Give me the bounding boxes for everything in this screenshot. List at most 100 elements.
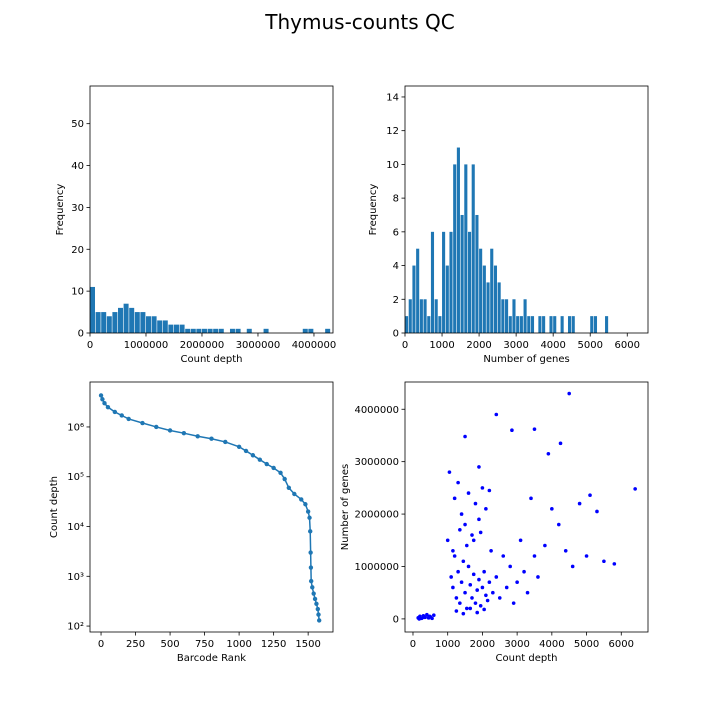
scatter-point <box>522 569 526 574</box>
y-tick-label: 50 <box>71 119 84 130</box>
point-marker <box>112 409 118 415</box>
x-tick-label: 1000 <box>435 639 460 650</box>
y-tick-label: 3000000 <box>354 457 399 468</box>
scatter-point <box>518 538 523 543</box>
scatter-point <box>501 554 506 558</box>
x-tick-label: 5000 <box>577 340 602 351</box>
y-axis-label: Number of genes <box>340 464 351 550</box>
histogram-bar <box>129 307 135 333</box>
histogram-bar <box>101 312 107 333</box>
y-tick-label: 4000000 <box>354 405 399 416</box>
scatter-point <box>525 590 530 595</box>
scatter-point <box>422 615 426 620</box>
scatter-point <box>447 470 452 474</box>
axes-frame <box>89 85 334 334</box>
point-marker <box>100 397 105 402</box>
scatter-point <box>482 569 486 574</box>
y-tick-label: 40 <box>71 161 84 172</box>
histogram-bar <box>467 231 472 333</box>
y-tick-label: 10⁴ <box>67 522 84 533</box>
histogram-bar <box>442 231 446 333</box>
histogram-bar <box>523 299 527 333</box>
scatter-point <box>532 427 537 431</box>
scatter-point <box>567 391 571 396</box>
scatter-point <box>458 527 462 532</box>
scatter-point <box>556 522 561 527</box>
scatter-point <box>461 559 466 564</box>
scatter-point <box>489 548 493 553</box>
scatter-point <box>461 611 466 616</box>
point-marker <box>264 461 269 467</box>
histogram-bar <box>482 265 486 333</box>
axes-frame <box>404 85 649 334</box>
x-tick-label: 1000 <box>429 340 454 351</box>
histogram-bar <box>185 328 191 333</box>
scatter-point <box>570 564 575 569</box>
x-tick-label: 750 <box>195 639 214 650</box>
scatter-point <box>543 543 547 548</box>
scatter-point <box>468 606 473 611</box>
scatter-point <box>470 596 474 600</box>
histogram-bar <box>145 316 151 333</box>
scatter-point <box>588 493 592 498</box>
histogram-bar <box>512 299 516 333</box>
scatter-point <box>468 583 473 587</box>
x-tick-label: 3000000 <box>236 340 281 351</box>
point-marker <box>308 565 314 570</box>
histogram-bar <box>501 299 505 333</box>
scatter-point <box>477 465 481 469</box>
point-marker <box>181 430 187 436</box>
histogram-bar <box>427 316 431 333</box>
scatter-point <box>484 593 488 598</box>
histogram-bar <box>590 316 594 333</box>
scatter-point <box>459 580 464 585</box>
x-tick-label: 4000 <box>540 340 565 351</box>
y-tick-label: 6 <box>393 227 399 238</box>
point-marker <box>243 448 249 454</box>
scatter-point <box>546 452 551 456</box>
histogram-bar <box>423 299 427 333</box>
scatter-point <box>458 601 462 605</box>
scatter-point <box>471 538 476 543</box>
histogram-bar <box>475 214 479 333</box>
scatter-point <box>510 428 514 433</box>
histogram-bar <box>430 231 435 333</box>
scatter-point <box>477 577 481 582</box>
y-tick-label: 20 <box>71 245 84 256</box>
histogram-bar <box>412 265 416 333</box>
histogram-bar <box>117 307 123 333</box>
histogram-bar <box>162 320 168 333</box>
histogram-bar <box>201 328 207 333</box>
histogram-bar <box>464 164 468 333</box>
histogram-bar <box>434 299 438 333</box>
scatter-point <box>478 603 483 608</box>
x-tick-label: 3000 <box>503 340 528 351</box>
scatter-point <box>430 616 434 621</box>
histogram-bar <box>218 328 224 333</box>
x-tick-label: 0 <box>410 639 416 650</box>
scatter-point <box>633 487 637 491</box>
y-tick-label: 1000000 <box>354 562 399 573</box>
scatter-point <box>454 596 459 600</box>
scatter-point <box>427 614 432 619</box>
histogram-bar <box>497 282 501 333</box>
y-tick-label: 2 <box>393 295 399 306</box>
histogram-bar <box>456 147 460 333</box>
point-marker <box>316 612 321 617</box>
scatter-point <box>456 569 460 574</box>
point-marker <box>119 413 124 418</box>
scatter-point <box>473 501 478 506</box>
histogram-bar <box>157 320 163 333</box>
scatter-point <box>484 507 488 511</box>
x-tick-label: 500 <box>161 639 180 650</box>
histogram-bar <box>213 328 219 333</box>
scatter-point <box>417 617 422 621</box>
histogram-bar <box>505 299 509 333</box>
point-marker <box>223 439 228 445</box>
point-marker <box>308 550 313 555</box>
point-marker <box>314 601 319 607</box>
point-marker <box>312 596 318 602</box>
scatter-point <box>463 522 467 527</box>
point-marker <box>278 470 283 475</box>
